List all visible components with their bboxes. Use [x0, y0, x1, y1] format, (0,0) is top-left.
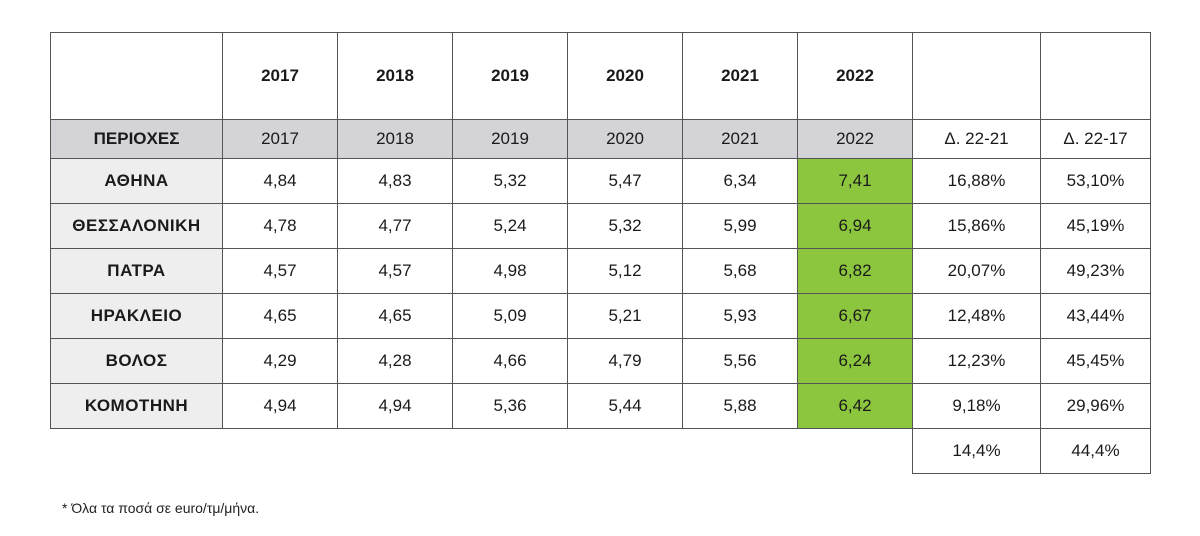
blank-header-cell [1040, 32, 1151, 120]
delta-22-17-cell: 29,96% [1040, 383, 1151, 429]
region-header-cell: ΠΕΡΙΟΧΕΣ [50, 119, 223, 159]
table-row: ΚΟΜΟΤΗΝΗ 4,94 4,94 5,36 5,44 5,88 6,42 9,18% 29,… [50, 383, 1151, 429]
year-header-row: 2017 2018 2019 2020 2021 2022 [50, 32, 1151, 120]
year-header-cell: 2020 [567, 119, 683, 159]
value-cell: 5,21 [567, 293, 683, 339]
value-cell: 4,29 [222, 338, 338, 384]
value-cell: 5,32 [567, 203, 683, 249]
value-cell: 6,34 [682, 158, 798, 204]
blank-header-cell [912, 32, 1041, 120]
value-cell: 4,66 [452, 338, 568, 384]
year-header-cell: 2019 [452, 119, 568, 159]
top-year-cell: 2018 [337, 32, 453, 120]
empty-cell [568, 429, 683, 474]
value-cell-2022: 6,42 [797, 383, 913, 429]
delta-22-21-header: Δ. 22-21 [912, 119, 1041, 159]
value-cell: 4,57 [337, 248, 453, 294]
top-year-cell: 2017 [222, 32, 338, 120]
delta-22-21-cell: 16,88% [912, 158, 1041, 204]
value-cell: 4,65 [222, 293, 338, 339]
value-cell: 4,65 [337, 293, 453, 339]
column-header-row: ΠΕΡΙΟΧΕΣ 2017 2018 2019 2020 2021 2022 Δ… [50, 119, 1151, 159]
value-cell: 5,32 [452, 158, 568, 204]
average-delta-22-21: 14,4% [912, 428, 1041, 474]
value-cell-2022: 7,41 [797, 158, 913, 204]
value-cell: 4,79 [567, 338, 683, 384]
delta-22-21-cell: 15,86% [912, 203, 1041, 249]
year-header-cell: 2021 [682, 119, 798, 159]
value-cell: 4,98 [452, 248, 568, 294]
region-cell: ΗΡΑΚΛΕΙΟ [50, 293, 223, 339]
value-cell: 4,83 [337, 158, 453, 204]
delta-22-21-cell: 12,48% [912, 293, 1041, 339]
delta-22-17-header: Δ. 22-17 [1040, 119, 1151, 159]
empty-cell [338, 429, 453, 474]
delta-22-17-cell: 43,44% [1040, 293, 1151, 339]
value-cell: 5,36 [452, 383, 568, 429]
region-cell: ΑΘΗΝΑ [50, 158, 223, 204]
value-cell: 5,99 [682, 203, 798, 249]
value-cell: 5,56 [682, 338, 798, 384]
value-cell: 5,24 [452, 203, 568, 249]
averages-row: 14,4% 44,4% [51, 428, 1151, 474]
region-cell: ΚΟΜΟΤΗΝΗ [50, 383, 223, 429]
delta-22-21-cell: 9,18% [912, 383, 1041, 429]
year-header-cell: 2018 [337, 119, 453, 159]
value-cell: 5,44 [567, 383, 683, 429]
value-cell: 5,12 [567, 248, 683, 294]
value-cell: 4,84 [222, 158, 338, 204]
top-year-cell: 2021 [682, 32, 798, 120]
value-cell-2022: 6,82 [797, 248, 913, 294]
value-cell: 5,93 [682, 293, 798, 339]
table-row: ΘΕΣΣΑΛΟΝΙΚΗ 4,78 4,77 5,24 5,32 5,99 6,94 15,86… [50, 203, 1151, 249]
empty-cell [798, 429, 913, 474]
value-cell: 5,88 [682, 383, 798, 429]
value-cell-2022: 6,67 [797, 293, 913, 339]
table-row: ΗΡΑΚΛΕΙΟ 4,65 4,65 5,09 5,21 5,93 6,67 12,48% 43… [50, 293, 1151, 339]
region-cell: ΒΟΛΟΣ [50, 338, 223, 384]
table-row: ΑΘΗΝΑ 4,84 4,83 5,32 5,47 6,34 7,41 16,88% 53,10… [50, 158, 1151, 204]
value-cell: 5,68 [682, 248, 798, 294]
table-row: ΠΑΤΡΑ 4,57 4,57 4,98 5,12 5,68 6,82 20,07% 49,23… [50, 248, 1151, 294]
empty-cell [223, 429, 338, 474]
value-cell: 4,94 [222, 383, 338, 429]
footnote: * Όλα τα ποσά σε euro/τμ/μήνα. [62, 500, 260, 516]
year-header-cell: 2017 [222, 119, 338, 159]
region-cell: ΠΑΤΡΑ [50, 248, 223, 294]
corner-cell [50, 32, 223, 120]
value-cell: 4,28 [337, 338, 453, 384]
empty-cell [683, 429, 798, 474]
delta-22-17-cell: 45,45% [1040, 338, 1151, 384]
top-year-cell: 2022 [797, 32, 913, 120]
delta-22-17-cell: 49,23% [1040, 248, 1151, 294]
average-delta-22-17: 44,4% [1040, 428, 1151, 474]
value-cell: 5,09 [452, 293, 568, 339]
price-table: 2017 2018 2019 2020 2021 2022 ΠΕΡΙΟΧΕΣ 2… [50, 32, 1151, 474]
value-cell: 4,57 [222, 248, 338, 294]
table-row: ΒΟΛΟΣ 4,29 4,28 4,66 4,79 5,56 6,24 12,23% 45,45… [50, 338, 1151, 384]
value-cell: 4,94 [337, 383, 453, 429]
delta-22-21-cell: 12,23% [912, 338, 1041, 384]
delta-22-17-cell: 53,10% [1040, 158, 1151, 204]
value-cell: 5,47 [567, 158, 683, 204]
region-cell: ΘΕΣΣΑΛΟΝΙΚΗ [50, 203, 223, 249]
value-cell: 4,77 [337, 203, 453, 249]
top-year-cell: 2019 [452, 32, 568, 120]
empty-cell [51, 429, 223, 474]
delta-22-17-cell: 45,19% [1040, 203, 1151, 249]
value-cell-2022: 6,24 [797, 338, 913, 384]
empty-cell [453, 429, 568, 474]
top-year-cell: 2020 [567, 32, 683, 120]
value-cell-2022: 6,94 [797, 203, 913, 249]
year-header-cell: 2022 [797, 119, 913, 159]
delta-22-21-cell: 20,07% [912, 248, 1041, 294]
value-cell: 4,78 [222, 203, 338, 249]
